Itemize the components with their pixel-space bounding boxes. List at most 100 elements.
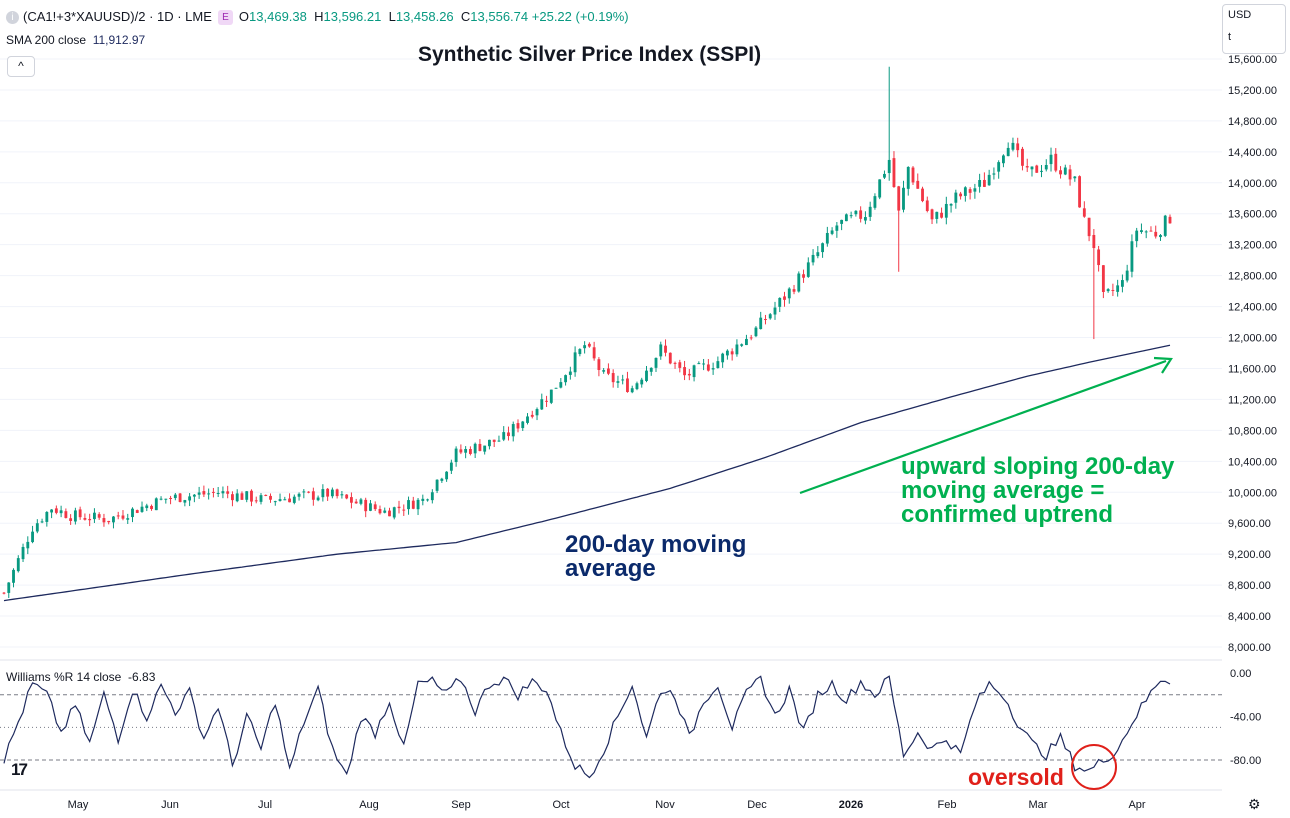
candle-body (116, 515, 120, 517)
candle-body (112, 516, 115, 523)
candle-body (126, 518, 130, 520)
candle-body (135, 510, 139, 513)
candle-body (264, 494, 268, 496)
candle-body (749, 337, 753, 339)
candle-body (378, 509, 382, 514)
candle-body (530, 414, 534, 417)
candle-body (454, 448, 458, 463)
candle-body (283, 499, 287, 501)
williams-label: Williams %R 14 close (6, 670, 122, 684)
price-tick-label: 9,200.00 (1228, 549, 1271, 561)
candle-body (649, 367, 653, 372)
candle-body (526, 416, 529, 423)
candle-body (730, 351, 734, 355)
candle-body (654, 357, 658, 368)
tradingview-logo-icon[interactable]: 17 (11, 760, 28, 779)
candle-body (178, 493, 182, 502)
williams-legend[interactable]: Williams %R 14 close -6.83 (6, 670, 155, 684)
candle-body (2, 592, 6, 594)
time-tick-label: Apr (1128, 799, 1145, 811)
candle-body (107, 520, 111, 523)
candle-body (64, 511, 68, 518)
time-axis[interactable]: May Jun Jul Aug Sep Oct Nov Dec 2026 Feb Mar Apr (68, 799, 1146, 811)
candle-body (93, 512, 96, 520)
williams-axis[interactable]: 0.00 -40.00 -80.00 (1230, 668, 1261, 767)
candle-body (706, 364, 710, 371)
candle-body (1021, 148, 1024, 166)
candle-body (40, 521, 44, 523)
candle-body (69, 518, 73, 521)
candle-body (154, 498, 158, 511)
price-tick-label: 13,600.00 (1228, 209, 1277, 221)
candle-body (1097, 249, 1101, 266)
price-tick-label: 8,800.00 (1228, 580, 1271, 592)
price-tick-label: 12,000.00 (1228, 333, 1277, 345)
time-tick-label: Nov (655, 799, 675, 811)
candlestick-series (2, 66, 1172, 598)
candle-body (683, 367, 686, 376)
currency-selector[interactable]: USD t (1222, 4, 1286, 54)
candle-body (140, 506, 144, 512)
candle-body (1101, 265, 1105, 292)
time-tick-label: Aug (359, 799, 379, 811)
candle-body (640, 379, 644, 385)
candle-body (687, 373, 691, 376)
candle-body (292, 496, 296, 503)
candle-body (602, 370, 606, 372)
price-tick-label: 13,200.00 (1228, 240, 1277, 252)
candle-body (464, 449, 468, 453)
candle-body (516, 423, 520, 429)
candle-body (192, 494, 196, 497)
candle-body (373, 504, 377, 510)
candle-body (921, 188, 924, 202)
candle-body (254, 500, 258, 502)
price-grid (0, 58, 1222, 648)
candle-body (188, 496, 192, 501)
legend-header: i (CA1!+3*XAUUSD)/2 · 1D · LME E O13,469.38… (6, 9, 629, 26)
candle-body (426, 499, 429, 501)
candle-body (787, 288, 791, 299)
price-axis[interactable]: 15,600.00 15,200.00 14,800.00 14,400.00 14,0… (1228, 54, 1277, 654)
candle-body (982, 179, 986, 187)
candle-body (502, 432, 506, 440)
candle-body (940, 212, 943, 218)
exchange-badge[interactable]: E (217, 10, 233, 26)
candle-body (906, 166, 910, 189)
candle-body (1159, 235, 1162, 238)
candle-body (859, 210, 863, 219)
candle-body (1168, 216, 1172, 224)
sma-legend[interactable]: SMA 200 close 11,912.97 (6, 33, 145, 47)
price-tick-label: 10,800.00 (1228, 425, 1277, 437)
candle-body (1030, 166, 1034, 170)
settings-gear-icon[interactable]: ⚙ (1248, 796, 1261, 812)
candle-body (802, 274, 805, 278)
candle-body (1125, 270, 1129, 281)
candle-body (816, 252, 820, 257)
candle-body (616, 381, 620, 383)
candle-body (697, 363, 701, 365)
candle-body (597, 359, 601, 370)
candle-body (954, 192, 958, 203)
candle-body (887, 159, 891, 174)
williams-tick-label: 0.00 (1230, 668, 1251, 680)
candle-body (621, 379, 625, 381)
uptrend-annotation: upward sloping 200-day moving average = … (901, 453, 1175, 528)
candle-body (459, 449, 463, 453)
candle-body (873, 196, 877, 208)
candle-body (1016, 143, 1020, 151)
candle-body (821, 243, 825, 253)
candle-body (235, 493, 239, 502)
candle-body (169, 497, 172, 499)
candle-body (759, 317, 763, 330)
candle-body (1044, 165, 1048, 170)
info-icon[interactable]: i (6, 11, 19, 25)
candle-body (935, 211, 939, 219)
candle-body (1025, 166, 1029, 168)
low-value: 13,458.26 (395, 9, 454, 24)
collapse-legend-button[interactable]: ^ (7, 56, 35, 77)
candle-body (273, 501, 277, 503)
candle-body (773, 307, 777, 315)
symbol-label[interactable]: (CA1!+3*XAUUSD)/2 · 1D · LME (23, 9, 212, 24)
candle-body (397, 506, 401, 509)
